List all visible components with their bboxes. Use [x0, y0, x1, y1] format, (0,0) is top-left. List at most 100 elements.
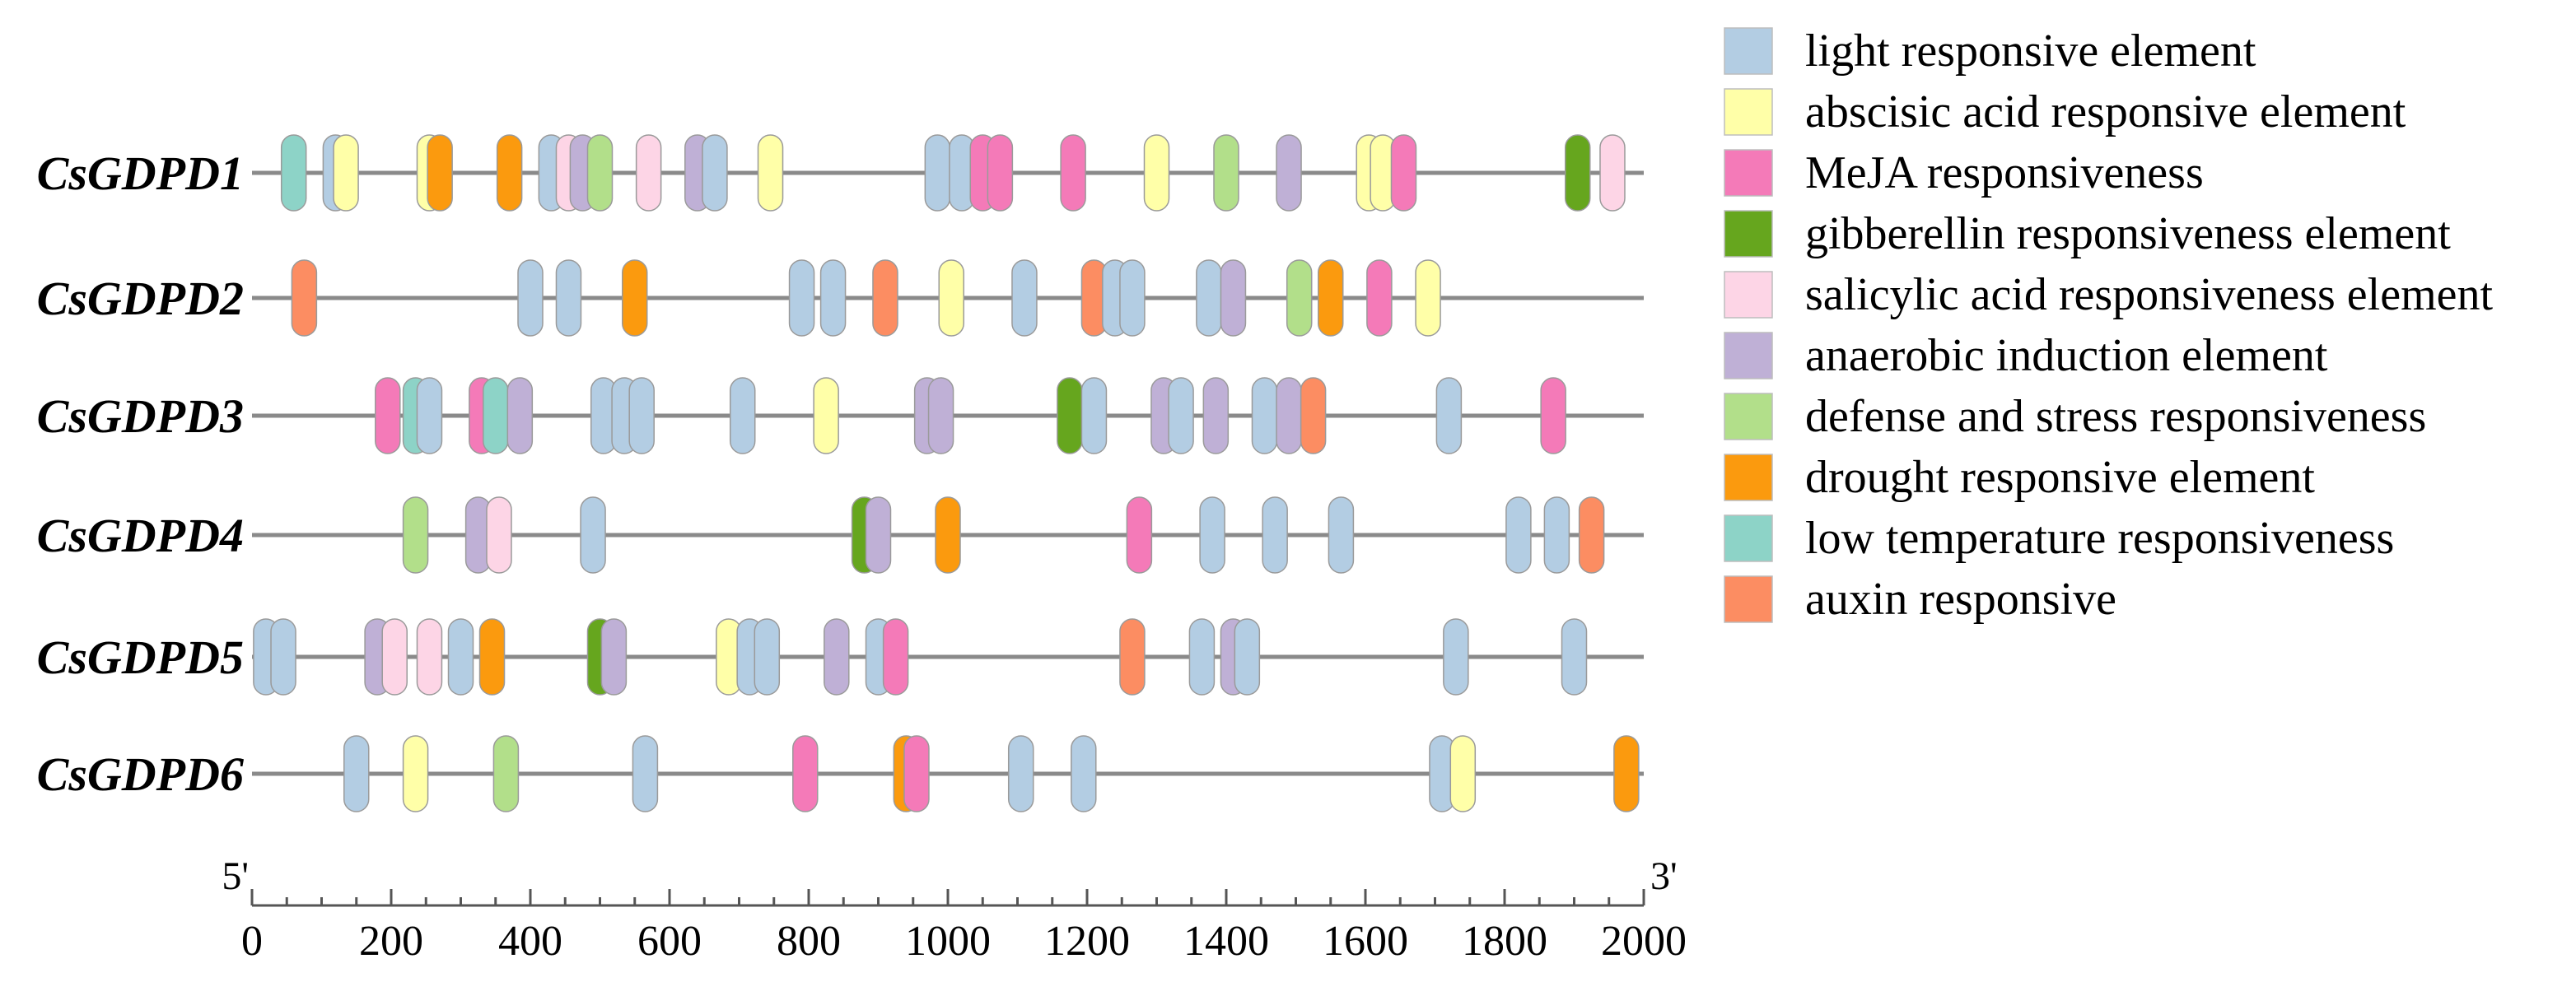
cis-element-defense: [1286, 259, 1313, 337]
legend-swatch: [1724, 332, 1773, 379]
gene-label: CsGDPD2: [37, 272, 244, 325]
cis-element-anaerobic: [600, 618, 628, 696]
cis-element-defense: [402, 496, 429, 574]
cis-element-defense: [1213, 134, 1239, 212]
cis-element-light: [416, 377, 443, 454]
cis-element-anaerobic: [1276, 134, 1302, 212]
legend-item-meja: MeJA responsiveness: [1724, 147, 2204, 198]
cis-element-sa: [381, 618, 408, 696]
legend-label: auxin responsive: [1805, 574, 2116, 625]
legend-label: anaerobic induction element: [1805, 330, 2328, 381]
tick-label: 400: [498, 918, 562, 965]
cis-element-light: [1007, 735, 1034, 812]
legend-swatch: [1724, 149, 1773, 197]
gene-label: CsGDPD1: [37, 147, 244, 200]
legend-swatch: [1724, 454, 1773, 501]
legend-label: drought responsive element: [1805, 452, 2315, 503]
cis-element-light: [729, 377, 756, 454]
cis-element-sa: [486, 496, 512, 574]
tick-label: 200: [359, 918, 423, 965]
cis-element-light: [1168, 377, 1194, 454]
tick-label: 1000: [905, 918, 991, 965]
cis-element-sa: [1599, 134, 1626, 212]
cis-element-light: [1119, 259, 1146, 337]
cis-element-light: [580, 496, 606, 574]
cis-element-anaerobic: [865, 496, 892, 574]
cis-element-light: [270, 618, 296, 696]
tick-label: 0: [241, 918, 263, 965]
cis-element-meja: [792, 735, 819, 812]
cis-element-light: [702, 134, 728, 212]
cis-element-light: [628, 377, 655, 454]
cis-element-light: [1251, 377, 1278, 454]
gene-label: CsGDPD4: [37, 509, 244, 562]
cis-element-anaerobic: [1202, 377, 1230, 454]
gene-label: CsGDPD5: [37, 631, 244, 684]
legend-swatch: [1724, 271, 1773, 319]
cis-element-light: [517, 259, 544, 337]
cis-element-drought: [1613, 735, 1640, 812]
legend-item-anaerobic: anaerobic induction element: [1724, 330, 2328, 381]
tick-label: 1400: [1183, 918, 1269, 965]
cis-element-drought: [496, 134, 523, 212]
position-axis: 0 200 400 600 800 1000 1200 1400 1600 1800 2000 5'…: [222, 854, 1687, 965]
axis-start-label: 5': [222, 854, 249, 898]
cis-element-light: [1188, 618, 1216, 696]
cis-element-drought: [478, 618, 506, 696]
cis-element-auxin: [1578, 496, 1605, 574]
cis-element-meja: [1126, 496, 1153, 574]
tick-label: 2000: [1601, 918, 1687, 965]
gene-row: CsGDPD1: [37, 134, 1644, 212]
cis-element-anaerobic: [1220, 259, 1247, 337]
cis-element-light: [447, 618, 474, 696]
tick-label: 800: [777, 918, 841, 965]
legend-swatch: [1724, 575, 1773, 623]
cis-element-lowtemp: [280, 134, 307, 212]
legend-item-lowtemp: low temperature responsiveness: [1724, 513, 2394, 564]
cis-element-meja: [903, 735, 930, 812]
cis-element-meja: [987, 134, 1014, 212]
legend-label: MeJA responsiveness: [1805, 147, 2204, 198]
cis-element-light: [1443, 618, 1469, 696]
cis-element-aba: [757, 134, 784, 212]
cis-element-ga: [1057, 377, 1083, 454]
cis-element-meja: [1540, 377, 1566, 454]
cis-element-light: [1262, 496, 1288, 574]
cis-element-aba: [1143, 134, 1170, 212]
cis-element-aba: [402, 735, 429, 812]
gene-row: CsGDPD5: [37, 618, 1644, 696]
cis-element-meja: [1060, 134, 1086, 212]
cis-element-meja: [1390, 134, 1417, 212]
cis-element-light: [1199, 496, 1225, 574]
gene-rows: CsGDPD1 CsGDPD2 CsGDPD3 CsGDPD4 CsGDPD5 CsGDP…: [37, 134, 1644, 812]
cis-element-aba: [1415, 259, 1441, 337]
cis-element-ga: [1564, 134, 1591, 212]
cis-element-anaerobic: [927, 377, 954, 454]
legend-swatch: [1724, 27, 1773, 75]
tick-label: 1600: [1323, 918, 1408, 965]
legend-swatch: [1724, 210, 1773, 258]
legend-item-light: light responsive element: [1724, 26, 2256, 77]
cis-element-light: [632, 735, 659, 812]
cis-element-defense: [586, 134, 614, 212]
legend-label: low temperature responsiveness: [1805, 513, 2394, 564]
cis-element-meja: [1366, 259, 1393, 337]
cis-element-aba: [938, 259, 964, 337]
cis-element-sa: [416, 618, 443, 696]
cis-element-anaerobic: [506, 377, 534, 454]
cis-element-anaerobic: [824, 618, 850, 696]
tick-label: 1800: [1462, 918, 1547, 965]
cis-element-light: [1435, 377, 1463, 454]
tick-label: 600: [637, 918, 702, 965]
cis-element-light: [819, 259, 847, 337]
cis-element-sa: [635, 134, 662, 212]
cis-element-light: [1328, 496, 1355, 574]
cis-element-auxin: [291, 259, 318, 337]
cis-element-drought: [935, 496, 961, 574]
legend-item-auxin: auxin responsive: [1724, 574, 2116, 625]
legend-label: salicylic acid responsiveness element: [1805, 269, 2493, 320]
cis-element-light: [754, 618, 781, 696]
cis-element-meja: [882, 618, 909, 696]
cis-element-drought: [427, 134, 453, 212]
